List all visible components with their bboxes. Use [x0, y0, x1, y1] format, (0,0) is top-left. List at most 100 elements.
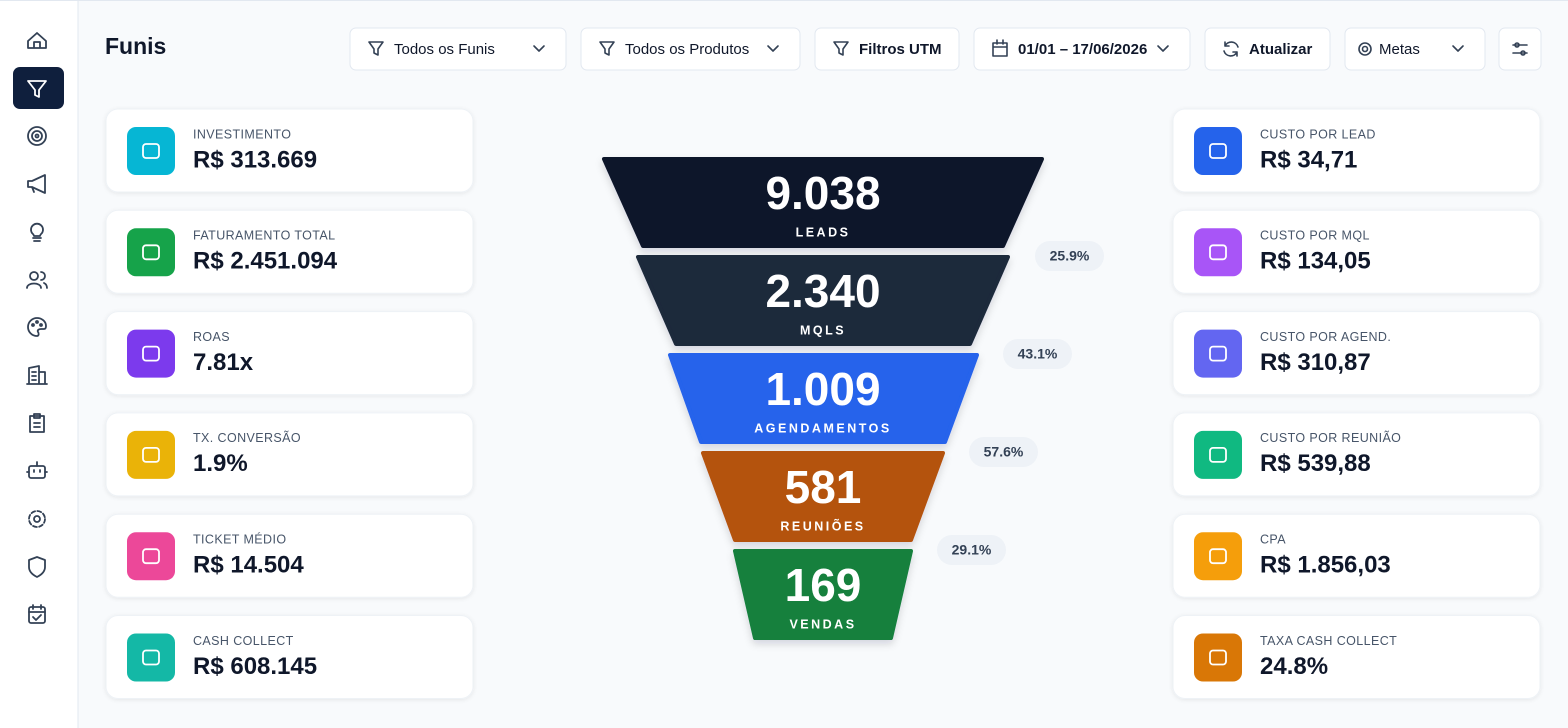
sidebar-active[interactable] [13, 67, 64, 109]
conversion-rate: 43.1% [1018, 346, 1058, 362]
nav-campaigns[interactable] [27, 174, 46, 194]
card-box [105, 108, 474, 193]
nav-settings[interactable] [28, 510, 46, 528]
kpi-label: ROAS [193, 330, 230, 344]
card-icon [1194, 532, 1242, 581]
button-box [1204, 27, 1331, 71]
button-box [1498, 27, 1542, 71]
kpi-value: R$ 313.669 [193, 146, 317, 173]
card-box [1172, 615, 1541, 699]
stage-shape [602, 157, 1044, 248]
card-box [105, 209, 474, 294]
kpi-label: TICKET MÉDIO [193, 531, 286, 546]
page-title: Funis [105, 33, 166, 59]
icon-glyph [1209, 143, 1227, 159]
kpi-card: TICKET MÉDIO R$ 14.504 [105, 513, 474, 598]
card-icon [127, 127, 175, 175]
icon-glyph [1209, 446, 1227, 463]
filter-button[interactable]: Todos os Funis [349, 27, 567, 71]
kpi-value: R$ 539,88 [1260, 450, 1371, 477]
nav-people[interactable] [26, 271, 48, 289]
funnel-stage: 581 REUNIÕES [701, 451, 945, 542]
icon-glyph [1209, 345, 1227, 362]
kpi-label: CUSTO POR REUNIÃO [1260, 431, 1401, 445]
kpi-label: TX. CONVERSÃO [193, 431, 301, 445]
card-box [105, 412, 474, 497]
kpi-value: R$ 608.145 [193, 653, 317, 680]
card-icon [1194, 127, 1242, 175]
chevron [533, 45, 545, 52]
icon-glyph [1209, 649, 1227, 666]
stage-label: LEADS [796, 225, 851, 239]
nav-calendar[interactable] [28, 604, 46, 624]
kpi-label: FATURAMENTO TOTAL [193, 229, 335, 243]
nav-security[interactable] [28, 556, 46, 578]
filter-button[interactable]: 01/01 – 17/06/2026 [973, 27, 1191, 71]
stage-shape [701, 451, 945, 542]
stage-value: 9.038 [765, 167, 880, 219]
sidebar-icons [26, 32, 48, 624]
conversion-pill: 57.6% [969, 437, 1038, 467]
nav-tasks[interactable] [29, 413, 45, 433]
button-box [814, 27, 960, 71]
kpi-value: R$ 14.504 [193, 552, 304, 579]
nav-goals[interactable] [27, 126, 47, 146]
card-box [105, 615, 474, 699]
kpi-value: 7.81x [193, 349, 254, 376]
kpi-value: R$ 2.451.094 [193, 248, 338, 275]
filter-button[interactable]: Filtros UTM [814, 27, 960, 71]
icon-glyph [142, 446, 160, 463]
nav-home[interactable] [27, 32, 47, 49]
stage-label: VENDAS [789, 617, 856, 631]
button-box [580, 27, 801, 71]
card-icon [1194, 430, 1242, 479]
stage-value: 1.009 [765, 363, 880, 415]
conversion-rate: 25.9% [1050, 248, 1090, 264]
conversion-pill: 29.1% [937, 535, 1006, 565]
nav-ideas[interactable] [30, 222, 44, 242]
card-icon [1194, 633, 1242, 682]
target-icon [1358, 42, 1372, 56]
chevron [1452, 45, 1464, 52]
stage-shape [668, 353, 979, 444]
nav-bots[interactable] [26, 461, 48, 479]
nav-palette[interactable] [27, 317, 47, 337]
stage-shape [733, 549, 913, 640]
nav-funnels[interactable] [27, 80, 47, 98]
target-icon [1361, 45, 1369, 53]
chevron [1157, 45, 1169, 52]
kpi-card: TAXA CASH COLLECT 24.8% [1172, 615, 1541, 699]
icon-glyph [142, 143, 160, 159]
chevron [767, 45, 779, 52]
funnel-stage: 1.009 AGENDAMENTOS [668, 353, 979, 444]
settings-button[interactable] [1498, 27, 1542, 71]
calendar-icon [992, 39, 1008, 57]
kpi-card: CUSTO POR REUNIÃO R$ 539,88 [1172, 412, 1541, 497]
kpi-label: TAXA CASH COLLECT [1260, 634, 1397, 648]
card-box [1172, 513, 1541, 598]
pill-box [1003, 339, 1072, 369]
button-box [1344, 27, 1486, 71]
card-icon [127, 329, 175, 378]
kpi-value: R$ 1.856,03 [1260, 552, 1391, 579]
filter-button[interactable]: Metas [1344, 27, 1486, 71]
card-icon [127, 633, 175, 682]
kpi-card: ROAS 7.81x [105, 311, 474, 396]
card-box [1172, 412, 1541, 497]
filter-button[interactable]: Todos os Produtos [580, 27, 801, 71]
filter-icon [833, 41, 849, 56]
icon-glyph [1209, 244, 1227, 261]
conversion-pill: 43.1% [1003, 339, 1072, 369]
kpi-value: R$ 34,71 [1260, 146, 1357, 173]
card-icon [127, 228, 175, 277]
stage-value: 581 [785, 461, 862, 513]
kpi-card: CPA R$ 1.856,03 [1172, 513, 1541, 598]
card-icon [1194, 329, 1242, 378]
filter-button[interactable]: Atualizar [1204, 27, 1331, 71]
pill-box [969, 437, 1038, 467]
conversion-rate: 57.6% [984, 444, 1024, 460]
nav-companies[interactable] [26, 365, 48, 385]
kpi-label: CUSTO POR MQL [1260, 229, 1370, 243]
